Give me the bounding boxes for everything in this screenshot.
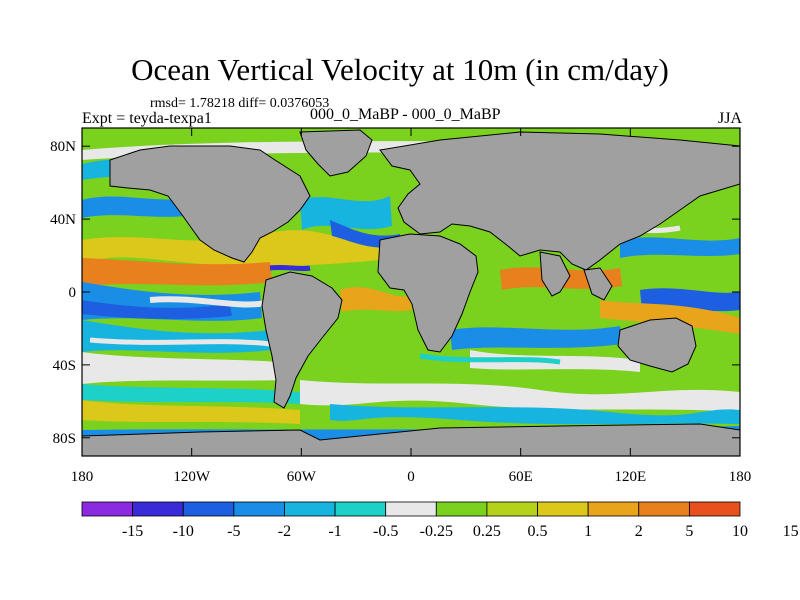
colorbar-label: 0.25 [473, 523, 501, 540]
colorbar-swatch [638, 501, 690, 517]
lat-tick-label: 80S [53, 431, 76, 447]
colorbar-swatch [182, 501, 235, 517]
land-antarctica [82, 423, 740, 456]
season-label: JJA [717, 110, 742, 127]
colorbar-label: 10 [732, 523, 748, 540]
difference-label: 000_0_MaBP - 000_0_MaBP [310, 106, 501, 123]
colorbar-label: -2 [278, 523, 291, 540]
lon-tick-label: 180 [729, 469, 752, 485]
land-eurasia [379, 131, 740, 271]
land-north-america [109, 145, 311, 263]
lon-tick-label: 180 [71, 469, 94, 485]
axis-ticks: 80N 40N 0 40S 80S 180 120W 60W 0 60E 120E 180 [50, 128, 751, 485]
lon-tick-label: 60E [509, 469, 533, 485]
colorbar-label: 5 [685, 523, 693, 540]
colorbar-swatch [587, 501, 640, 517]
colorbar-label: 15 [783, 523, 799, 540]
lat-tick-label: 0 [69, 285, 77, 301]
colorbar-label: -0.25 [420, 523, 453, 540]
colorbar-label: 0.5 [528, 523, 548, 540]
colorbar-swatch [688, 501, 741, 517]
colorbar-label: -1 [328, 523, 341, 540]
colorbar-label: 1 [584, 523, 592, 540]
colorbar-swatch [385, 501, 437, 517]
colorbar-label: -5 [227, 523, 240, 540]
colorbar: -15 -10 -5 -2 -1 -0.5 -0.25 0.25 0.5 1 2 5 10 15 [81, 501, 799, 540]
colorbar-swatch [334, 501, 387, 517]
stats-label: rmsd= 1.78218 diff= 0.0376053 [150, 96, 330, 111]
land-greenland [299, 129, 373, 177]
land-australia [617, 317, 697, 373]
colorbar-swatch [132, 501, 184, 517]
plot-title: Ocean Vertical Velocity at 10m (in cm/da… [131, 52, 669, 87]
lat-tick-label: 40S [53, 358, 76, 374]
colorbar-label: 2 [635, 523, 643, 540]
lon-tick-label: 60W [287, 469, 317, 485]
land-africa [377, 233, 479, 353]
colorbar-swatch [537, 501, 589, 517]
experiment-label: Expt = teyda-texpa1 [82, 110, 212, 127]
lon-tick-label: 120E [614, 469, 646, 485]
lon-tick-label: 120W [173, 469, 211, 485]
land-india [539, 251, 571, 297]
colorbar-label: -0.5 [373, 523, 398, 540]
land [82, 129, 740, 456]
land-south-america [261, 271, 343, 409]
land-se-asia [583, 267, 613, 301]
lat-tick-label: 80N [50, 139, 76, 155]
colorbar-swatch [486, 501, 538, 517]
map-panel [82, 128, 740, 456]
colorbar-swatch [435, 501, 488, 517]
lon-tick-label: 0 [407, 469, 415, 485]
colorbar-label: -10 [173, 523, 194, 540]
colorbar-swatch [233, 501, 285, 517]
colorbar-label: -15 [122, 523, 143, 540]
colorbar-swatch [284, 501, 336, 517]
lat-tick-label: 40N [50, 212, 76, 228]
colorbar-swatch [81, 501, 134, 517]
